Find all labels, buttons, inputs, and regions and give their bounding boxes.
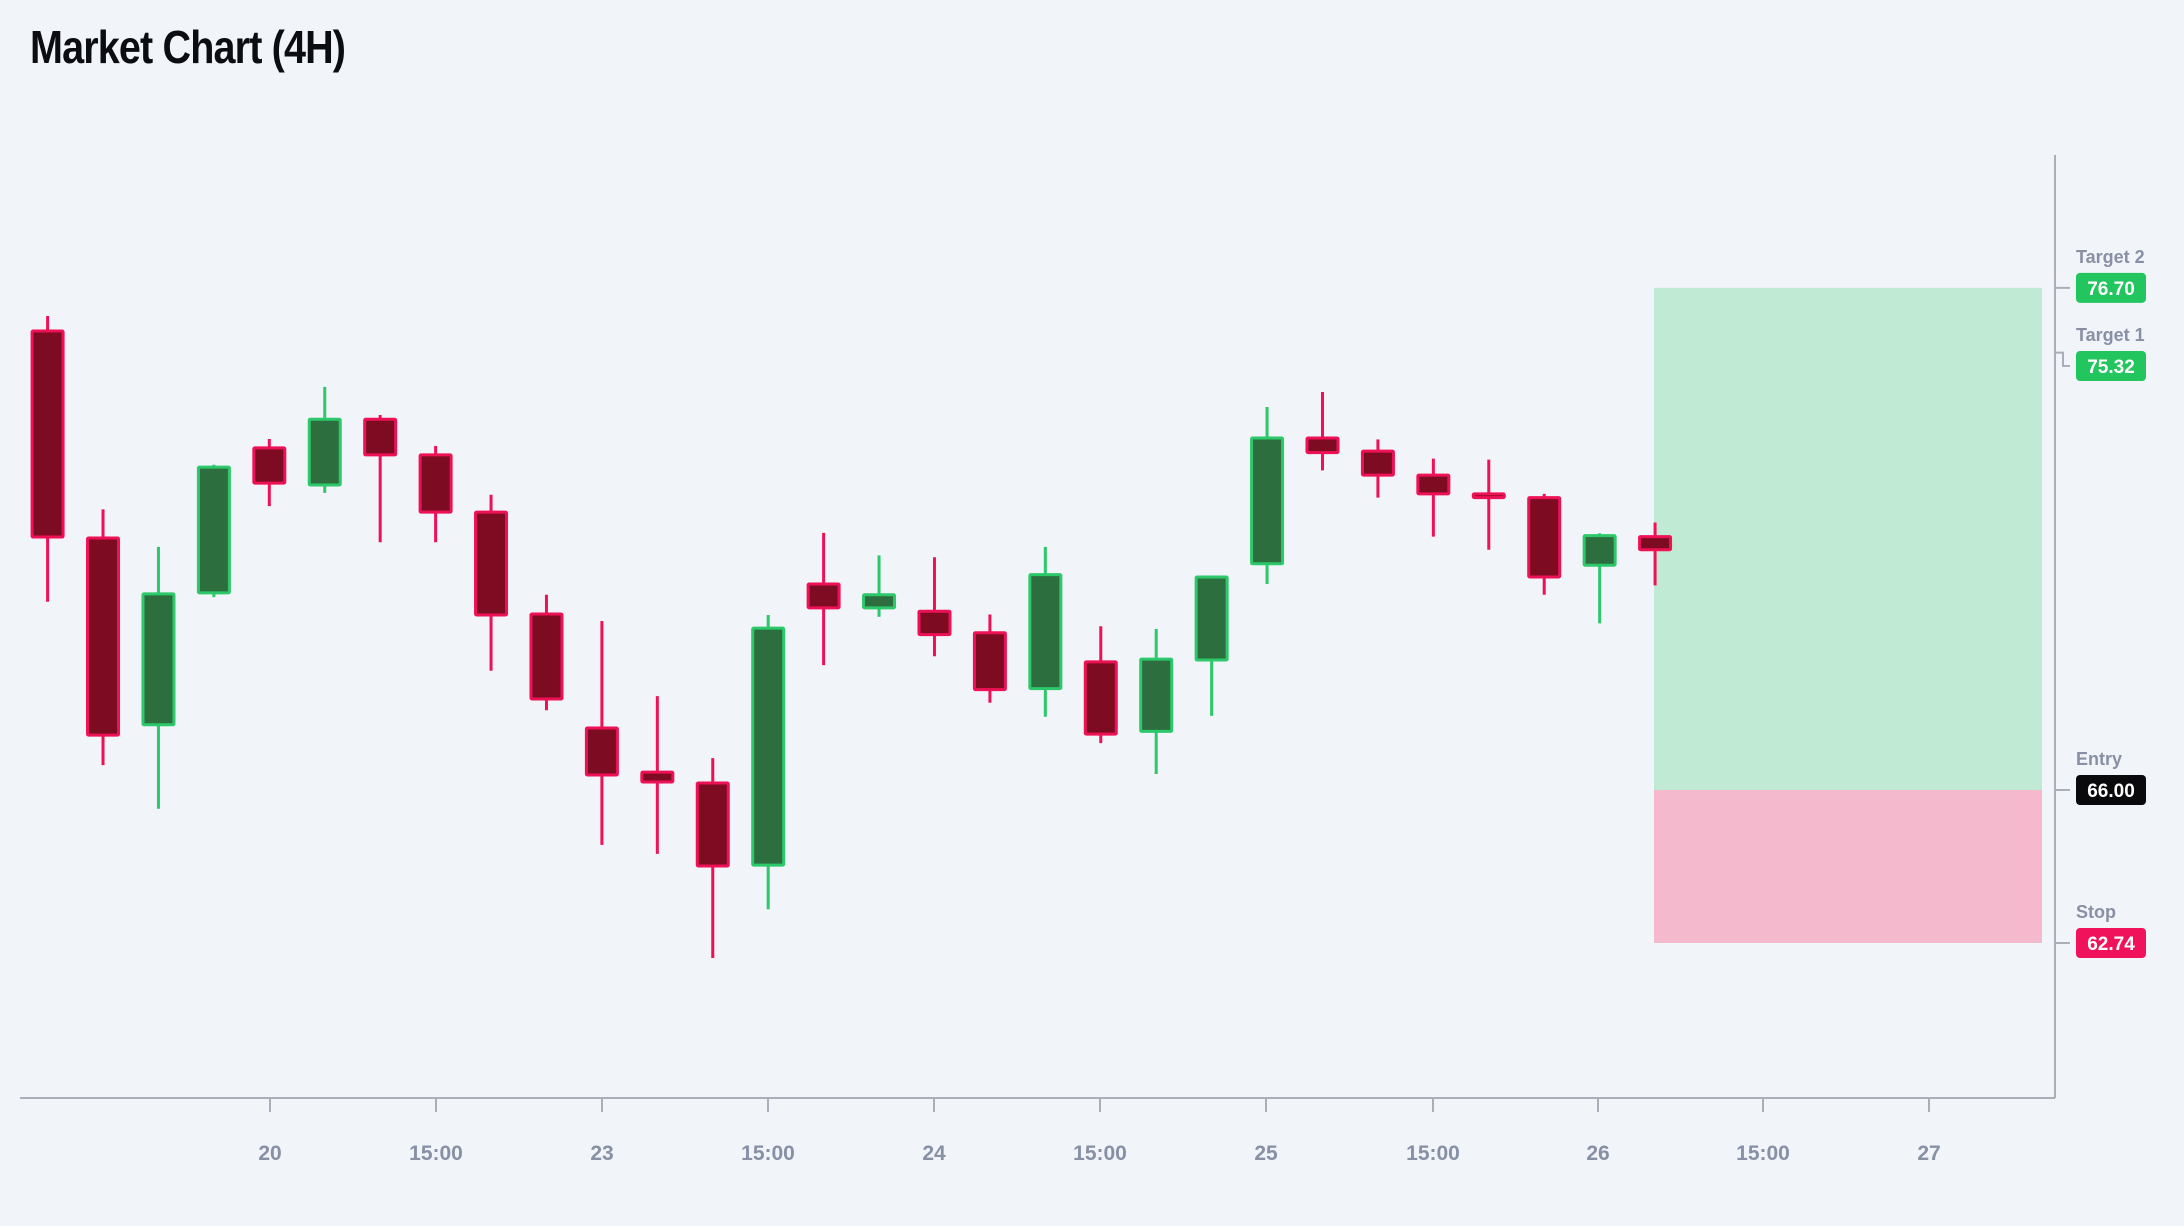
candlestick-bar[interactable] [1194, 575, 1229, 716]
candlestick-bar[interactable] [529, 594, 564, 711]
x-tick-label: 23 [590, 1142, 613, 1165]
level-badge-entry [2076, 775, 2146, 805]
x-tick-label: 15:00 [1073, 1142, 1127, 1165]
candlestick-bar[interactable] [363, 415, 398, 543]
candle-body [252, 446, 287, 485]
candlestick-bar[interactable] [418, 446, 453, 543]
candle-body [196, 465, 231, 595]
candlestick-bar[interactable] [695, 758, 730, 959]
candle-body [1305, 436, 1340, 455]
candlestick-bar[interactable] [1028, 546, 1063, 717]
candle-body [1250, 436, 1285, 566]
candle-body [695, 781, 730, 868]
candle-body [418, 453, 453, 514]
page-title: Market Chart (4H) [30, 21, 346, 73]
x-tick-label: 26 [1586, 1142, 1609, 1165]
level-badge-stop [2076, 927, 2146, 958]
candlestick-bar[interactable] [1305, 392, 1340, 471]
candlestick-bar[interactable] [1582, 533, 1617, 624]
level-label-target2: Target 2 [2076, 247, 2145, 267]
candle-body [1194, 575, 1229, 662]
level-label-target1: Target 1 [2076, 325, 2145, 345]
level-value-target1: 75.32 [2087, 357, 2135, 378]
candle-body [1471, 492, 1506, 500]
x-tick-label: 15:00 [409, 1142, 463, 1165]
candlestick-bar[interactable] [917, 557, 952, 657]
candle-body [86, 536, 121, 737]
candlestick-bar[interactable] [1527, 493, 1562, 595]
candlestick-bar[interactable] [806, 532, 841, 666]
candlestick-bar[interactable] [30, 316, 65, 602]
candlestick-bar[interactable] [1083, 626, 1118, 744]
loss-zone [1654, 790, 2042, 943]
level-badge-target2 [2076, 272, 2146, 303]
candle-body [1360, 449, 1395, 477]
candlestick-bar[interactable] [141, 546, 176, 809]
candle-body [751, 626, 786, 867]
candlestick-bar[interactable] [972, 614, 1007, 703]
candlestick-bar[interactable] [1250, 407, 1285, 584]
candlestick-bar[interactable] [640, 696, 675, 854]
candlestick-bar[interactable] [86, 509, 121, 766]
candlestick-bar[interactable] [751, 614, 786, 910]
candle-body [584, 726, 619, 777]
candlestick-bar[interactable] [1139, 629, 1174, 775]
x-tick-label: 20 [258, 1142, 281, 1165]
x-tick-label: 15:00 [1736, 1142, 1790, 1165]
candlestick-bar[interactable] [1360, 439, 1395, 498]
candle-body [806, 582, 841, 610]
candle-body [30, 329, 65, 539]
candlestick-bar[interactable] [307, 386, 342, 493]
x-tick-label: 25 [1254, 1142, 1278, 1165]
level-connector-target1 [2055, 351, 2070, 367]
candle-body [1083, 660, 1118, 736]
candle-body [972, 631, 1007, 692]
candle-body [474, 510, 509, 617]
level-value-target2: 76.70 [2087, 279, 2135, 300]
candle-body [917, 609, 952, 637]
level-label-entry: Entry [2076, 749, 2122, 769]
candlestick-bar[interactable] [474, 494, 509, 671]
level-value-stop: 62.74 [2087, 934, 2135, 955]
candle-body [363, 417, 398, 457]
profit-zone [1654, 287, 2042, 790]
x-tick-label: 15:00 [1406, 1142, 1460, 1165]
candle-body [1527, 496, 1562, 579]
level-badge-target1 [2076, 351, 2146, 381]
candle-body [1638, 535, 1673, 552]
level-value-entry: 66.00 [2087, 781, 2135, 802]
candle-body [862, 593, 897, 610]
candle-body [307, 417, 342, 487]
candle-body [1028, 573, 1063, 691]
level-label-stop: Stop [2076, 902, 2116, 922]
candle-body [1416, 473, 1451, 496]
candlestick-bar[interactable] [1638, 522, 1673, 586]
x-tick-label: 24 [922, 1142, 946, 1165]
candlestick-bar[interactable] [862, 555, 897, 617]
candle-body [1139, 657, 1174, 733]
candlestick-bar[interactable] [584, 621, 619, 845]
candle-body [529, 612, 564, 701]
candlestick-bar[interactable] [196, 464, 231, 598]
candlestick-bar[interactable] [1471, 459, 1506, 550]
candlestick-bar[interactable] [1416, 458, 1451, 537]
x-tick-label: 27 [1917, 1142, 1940, 1165]
candle-body [640, 770, 675, 784]
candle-body [1582, 534, 1617, 567]
candle-body [141, 592, 176, 727]
x-tick-label: 15:00 [741, 1142, 795, 1165]
candlestick-bar[interactable] [252, 438, 287, 507]
